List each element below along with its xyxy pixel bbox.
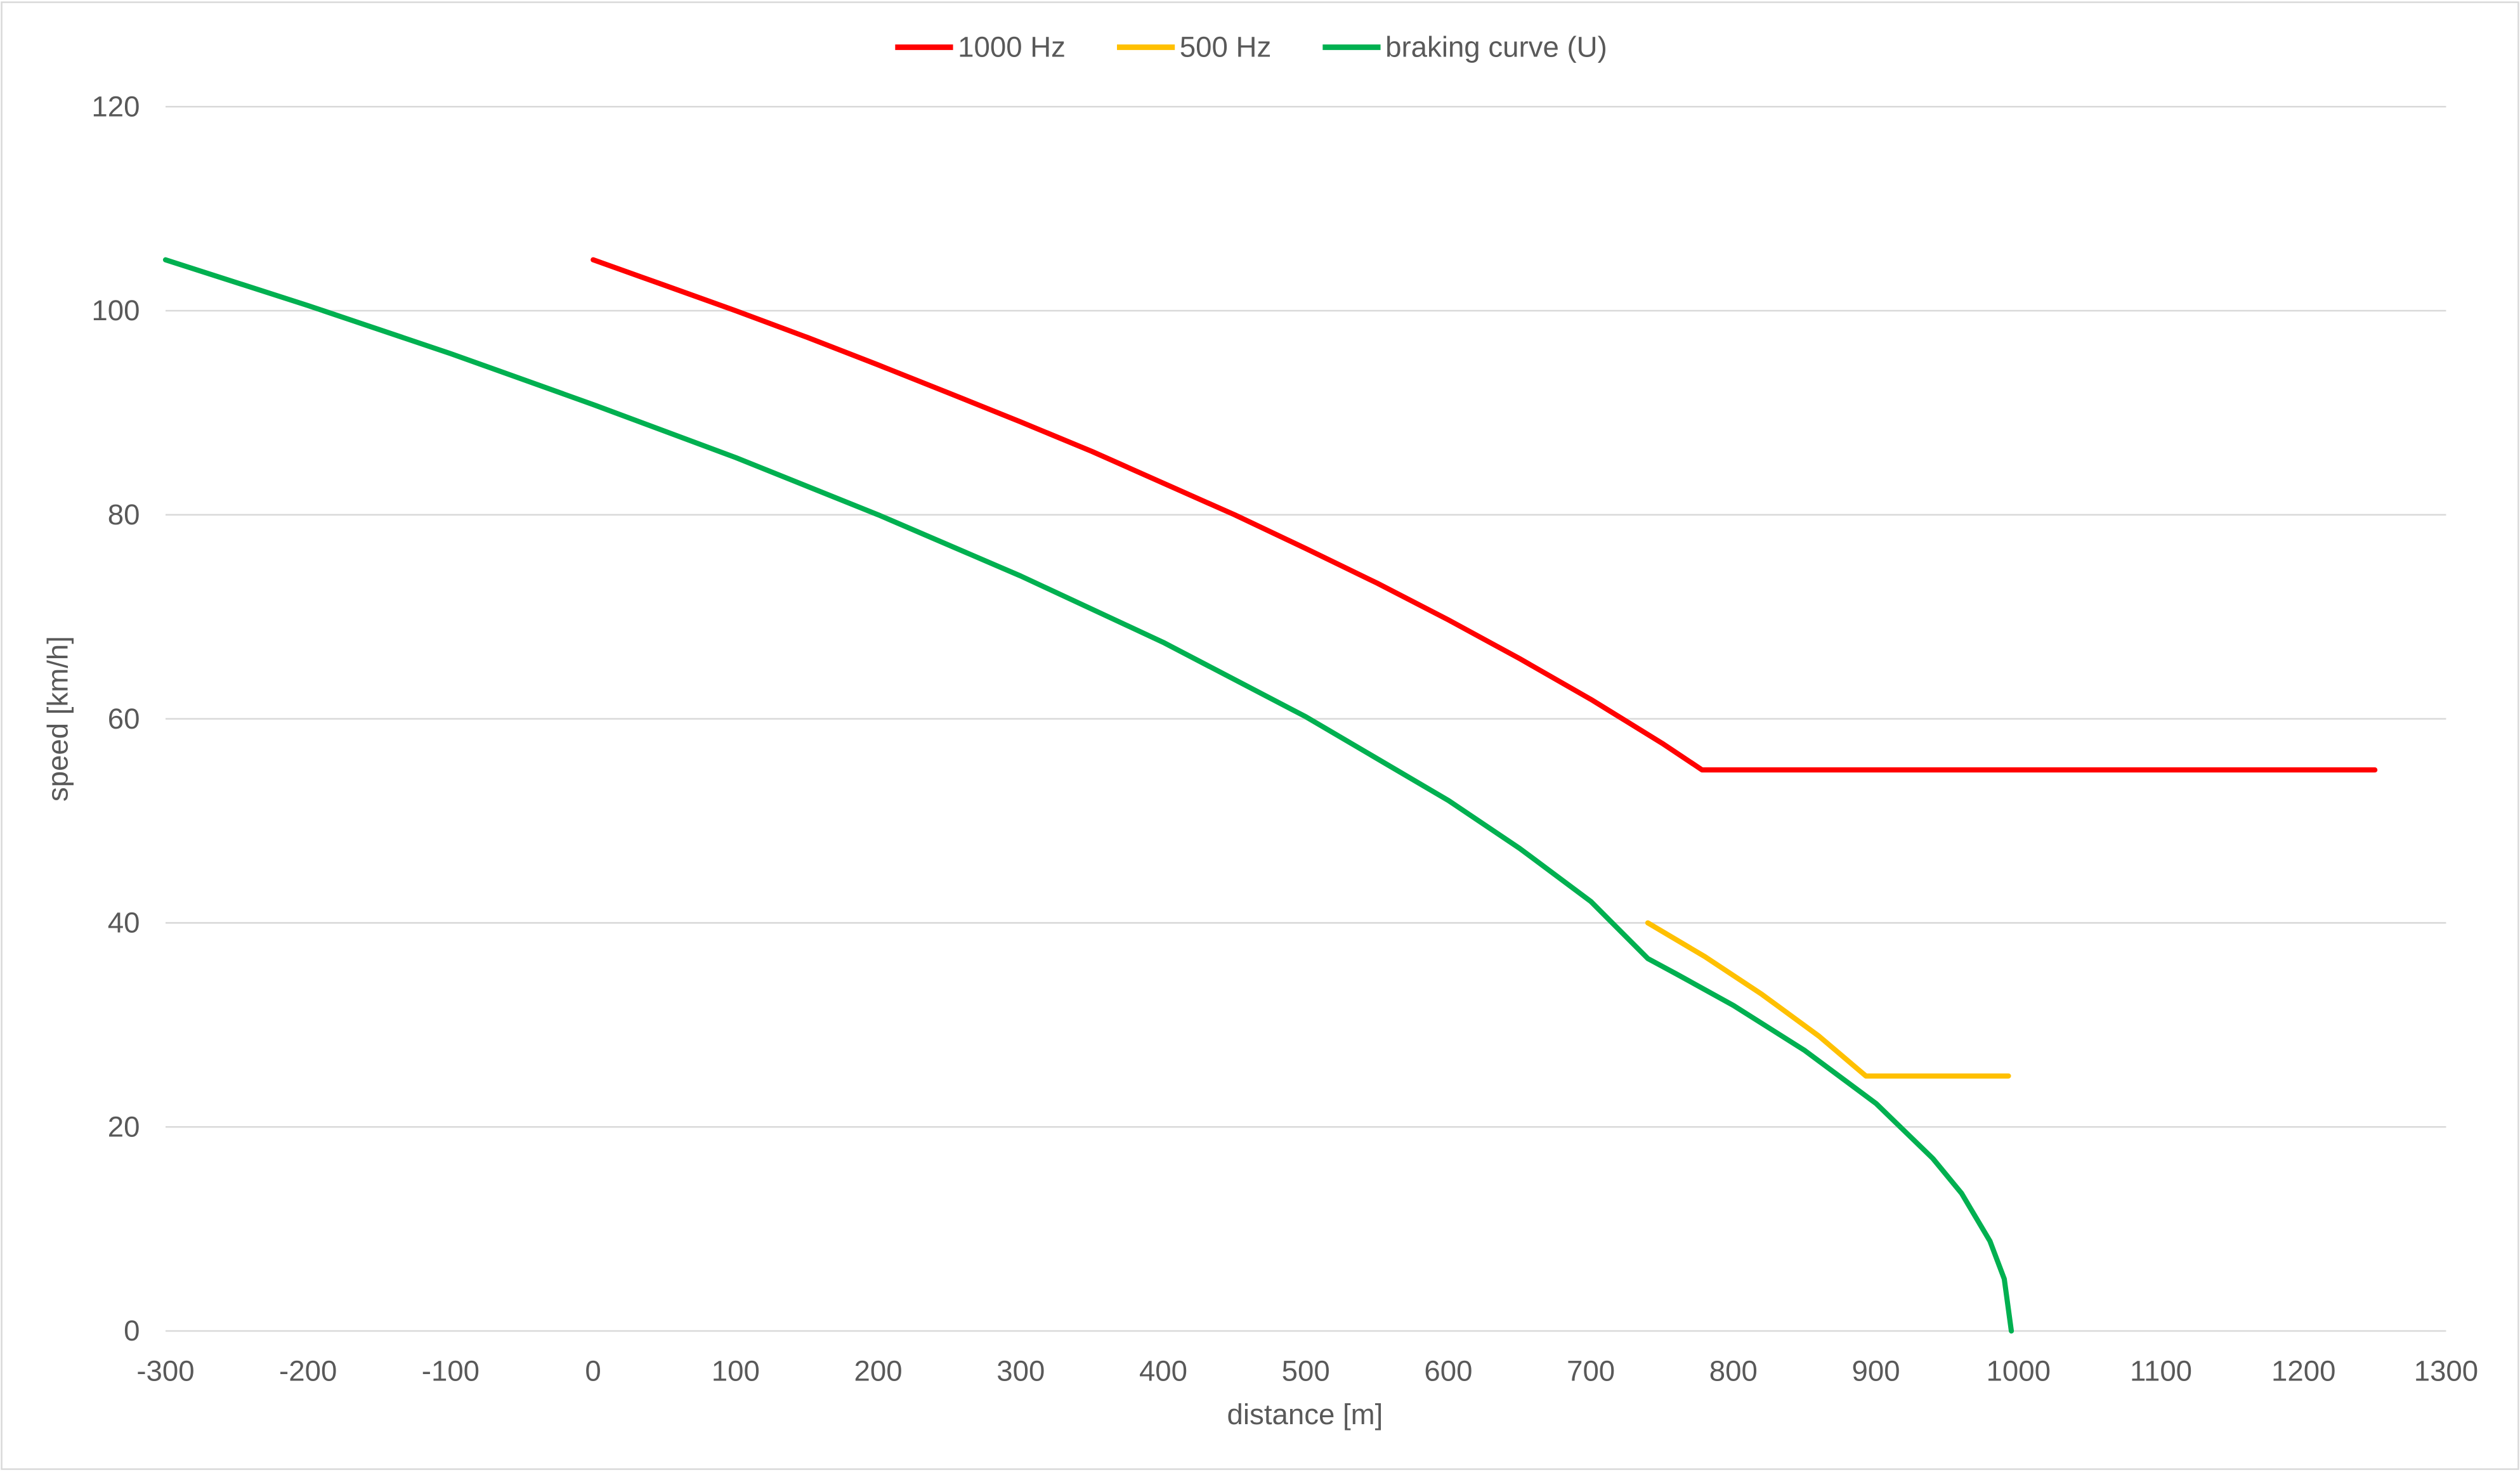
- x-tick-label: 400: [1139, 1355, 1187, 1387]
- x-tick-label: -200: [279, 1355, 337, 1387]
- y-tick-labels: 0 20 40 60 80 100 120: [91, 90, 140, 1347]
- legend-label: braking curve (U): [1385, 31, 1607, 63]
- x-tick-label: -300: [136, 1355, 194, 1387]
- y-tick-label: 60: [108, 703, 140, 735]
- y-axis-label: speed [km/h]: [41, 636, 74, 801]
- x-tick-label: 1100: [2130, 1355, 2192, 1387]
- legend-item-0: 1000 Hz: [895, 31, 1066, 63]
- x-tick-label: 900: [1852, 1355, 1900, 1387]
- y-tick-label: 20: [108, 1110, 140, 1143]
- x-tick-label: 1300: [2414, 1355, 2478, 1387]
- series-line-0: [591, 257, 2378, 773]
- x-tick-label: 1000: [1987, 1355, 2051, 1387]
- y-tick-label: 120: [91, 90, 140, 122]
- legend-item-1: 500 Hz: [1116, 31, 1271, 63]
- x-tick-label: 1200: [2271, 1355, 2335, 1387]
- x-axis-label: distance [m]: [1227, 1398, 1383, 1431]
- legend-label: 1000 Hz: [958, 31, 1066, 63]
- x-tick-label: 700: [1567, 1355, 1615, 1387]
- y-tick-label: 80: [108, 498, 140, 531]
- y-tick-label: 40: [108, 907, 140, 939]
- x-tick-label: 600: [1424, 1355, 1472, 1387]
- x-tick-label: 300: [996, 1355, 1045, 1387]
- legend: 1000 Hz 500 Hz braking curve (U): [895, 31, 1607, 63]
- x-tick-label: 0: [585, 1355, 601, 1387]
- x-tick-label: 800: [1709, 1355, 1758, 1387]
- x-tick-label: 200: [854, 1355, 903, 1387]
- x-tick-label: -100: [422, 1355, 480, 1387]
- series-lines: [162, 257, 2378, 1334]
- legend-label: 500 Hz: [1180, 31, 1271, 63]
- y-tick-label: 0: [124, 1314, 140, 1347]
- series-line-1: [1645, 920, 2011, 1079]
- series-line-2: [162, 257, 2014, 1334]
- x-tick-labels: -300 -200 -100 0 100 200 300 400 500 600 700 800 900…: [136, 1355, 2478, 1387]
- legend-item-2: braking curve (U): [1322, 31, 1607, 63]
- x-tick-label: 500: [1282, 1355, 1330, 1387]
- y-tick-label: 100: [91, 294, 140, 327]
- x-tick-label: 100: [712, 1355, 760, 1387]
- gridlines: [165, 105, 2446, 1332]
